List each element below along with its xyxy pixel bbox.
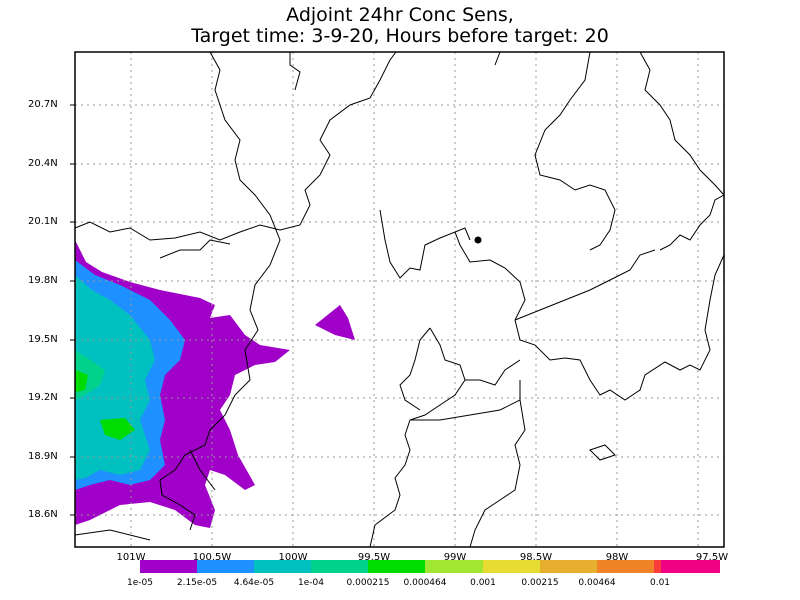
- colorbar-label-9: 0.00464: [578, 578, 616, 588]
- state-boundaries: [74, 51, 725, 548]
- axis-ticks: [70, 104, 75, 516]
- lon-label-97-5w: 97.5W: [695, 552, 729, 563]
- plume-green3: [75, 370, 88, 392]
- lon-label-98-5w: 98.5W: [519, 552, 553, 563]
- colorbar-swatch-11: [661, 560, 720, 573]
- colorbar-swatch-10: [654, 560, 661, 573]
- lat-label-19-5n: 19.5N: [28, 334, 58, 345]
- lat-label-20-1n: 20.1N: [28, 216, 58, 227]
- target-point-marker: [474, 236, 482, 244]
- lat-label-18-9n: 18.9N: [28, 451, 58, 462]
- lon-label-100-5w: 100.5W: [192, 552, 232, 563]
- lat-label-20-7n: 20.7N: [28, 99, 58, 110]
- colorbar-label-10: 0.01: [649, 578, 671, 588]
- colorbar-swatch-2: [197, 560, 254, 573]
- plume-purple-island: [315, 305, 355, 340]
- colorbar-swatch-4: [311, 560, 368, 573]
- gridlines: [75, 52, 724, 547]
- colorbar-swatch-7: [483, 560, 540, 573]
- lon-label-100w: 100W: [278, 552, 308, 563]
- lon-label-98w: 98W: [605, 552, 629, 563]
- colorbar-label-8: 0.00215: [521, 578, 559, 588]
- lat-label-20-4n: 20.4N: [28, 158, 58, 169]
- lat-label-18-6n: 18.6N: [28, 509, 58, 520]
- plume-teal: [75, 275, 155, 480]
- lat-label-19-2n: 19.2N: [28, 392, 58, 403]
- map-title-line1: Adjoint 24hr Conc Sens,: [286, 4, 514, 26]
- colorbar-label-3: 4.64e-05: [233, 578, 275, 588]
- lon-label-99w: 99W: [443, 552, 467, 563]
- colorbar-label-5: 0.000215: [346, 578, 390, 588]
- colorbar-label-7: 0.001: [470, 578, 496, 588]
- colorbar-swatch-8: [540, 560, 597, 573]
- lon-label-101w: 101W: [116, 552, 146, 563]
- map-frame: [74, 51, 725, 548]
- lat-label-19-8n: 19.8N: [28, 275, 58, 286]
- lon-label-99-5w: 99.5W: [357, 552, 391, 563]
- colorbar-swatch-3: [254, 560, 311, 573]
- map-title-line2: Target time: 3-9-20, Hours before target…: [191, 25, 609, 47]
- colorbar-swatch-6: [425, 560, 483, 573]
- colorbar-label-1: 1e-05: [127, 578, 153, 588]
- colorbar-label-6: 0.000464: [403, 578, 447, 588]
- colorbar-swatch-9: [597, 560, 654, 573]
- plume-green2: [100, 418, 135, 440]
- colorbar: [140, 560, 720, 573]
- colorbar-label-4: 1e-04: [298, 578, 324, 588]
- colorbar-swatch-1: [140, 560, 197, 573]
- colorbar-swatch-5: [368, 560, 425, 573]
- colorbar-label-2: 2.15e-05: [176, 578, 218, 588]
- sensitivity-plume: [75, 240, 355, 528]
